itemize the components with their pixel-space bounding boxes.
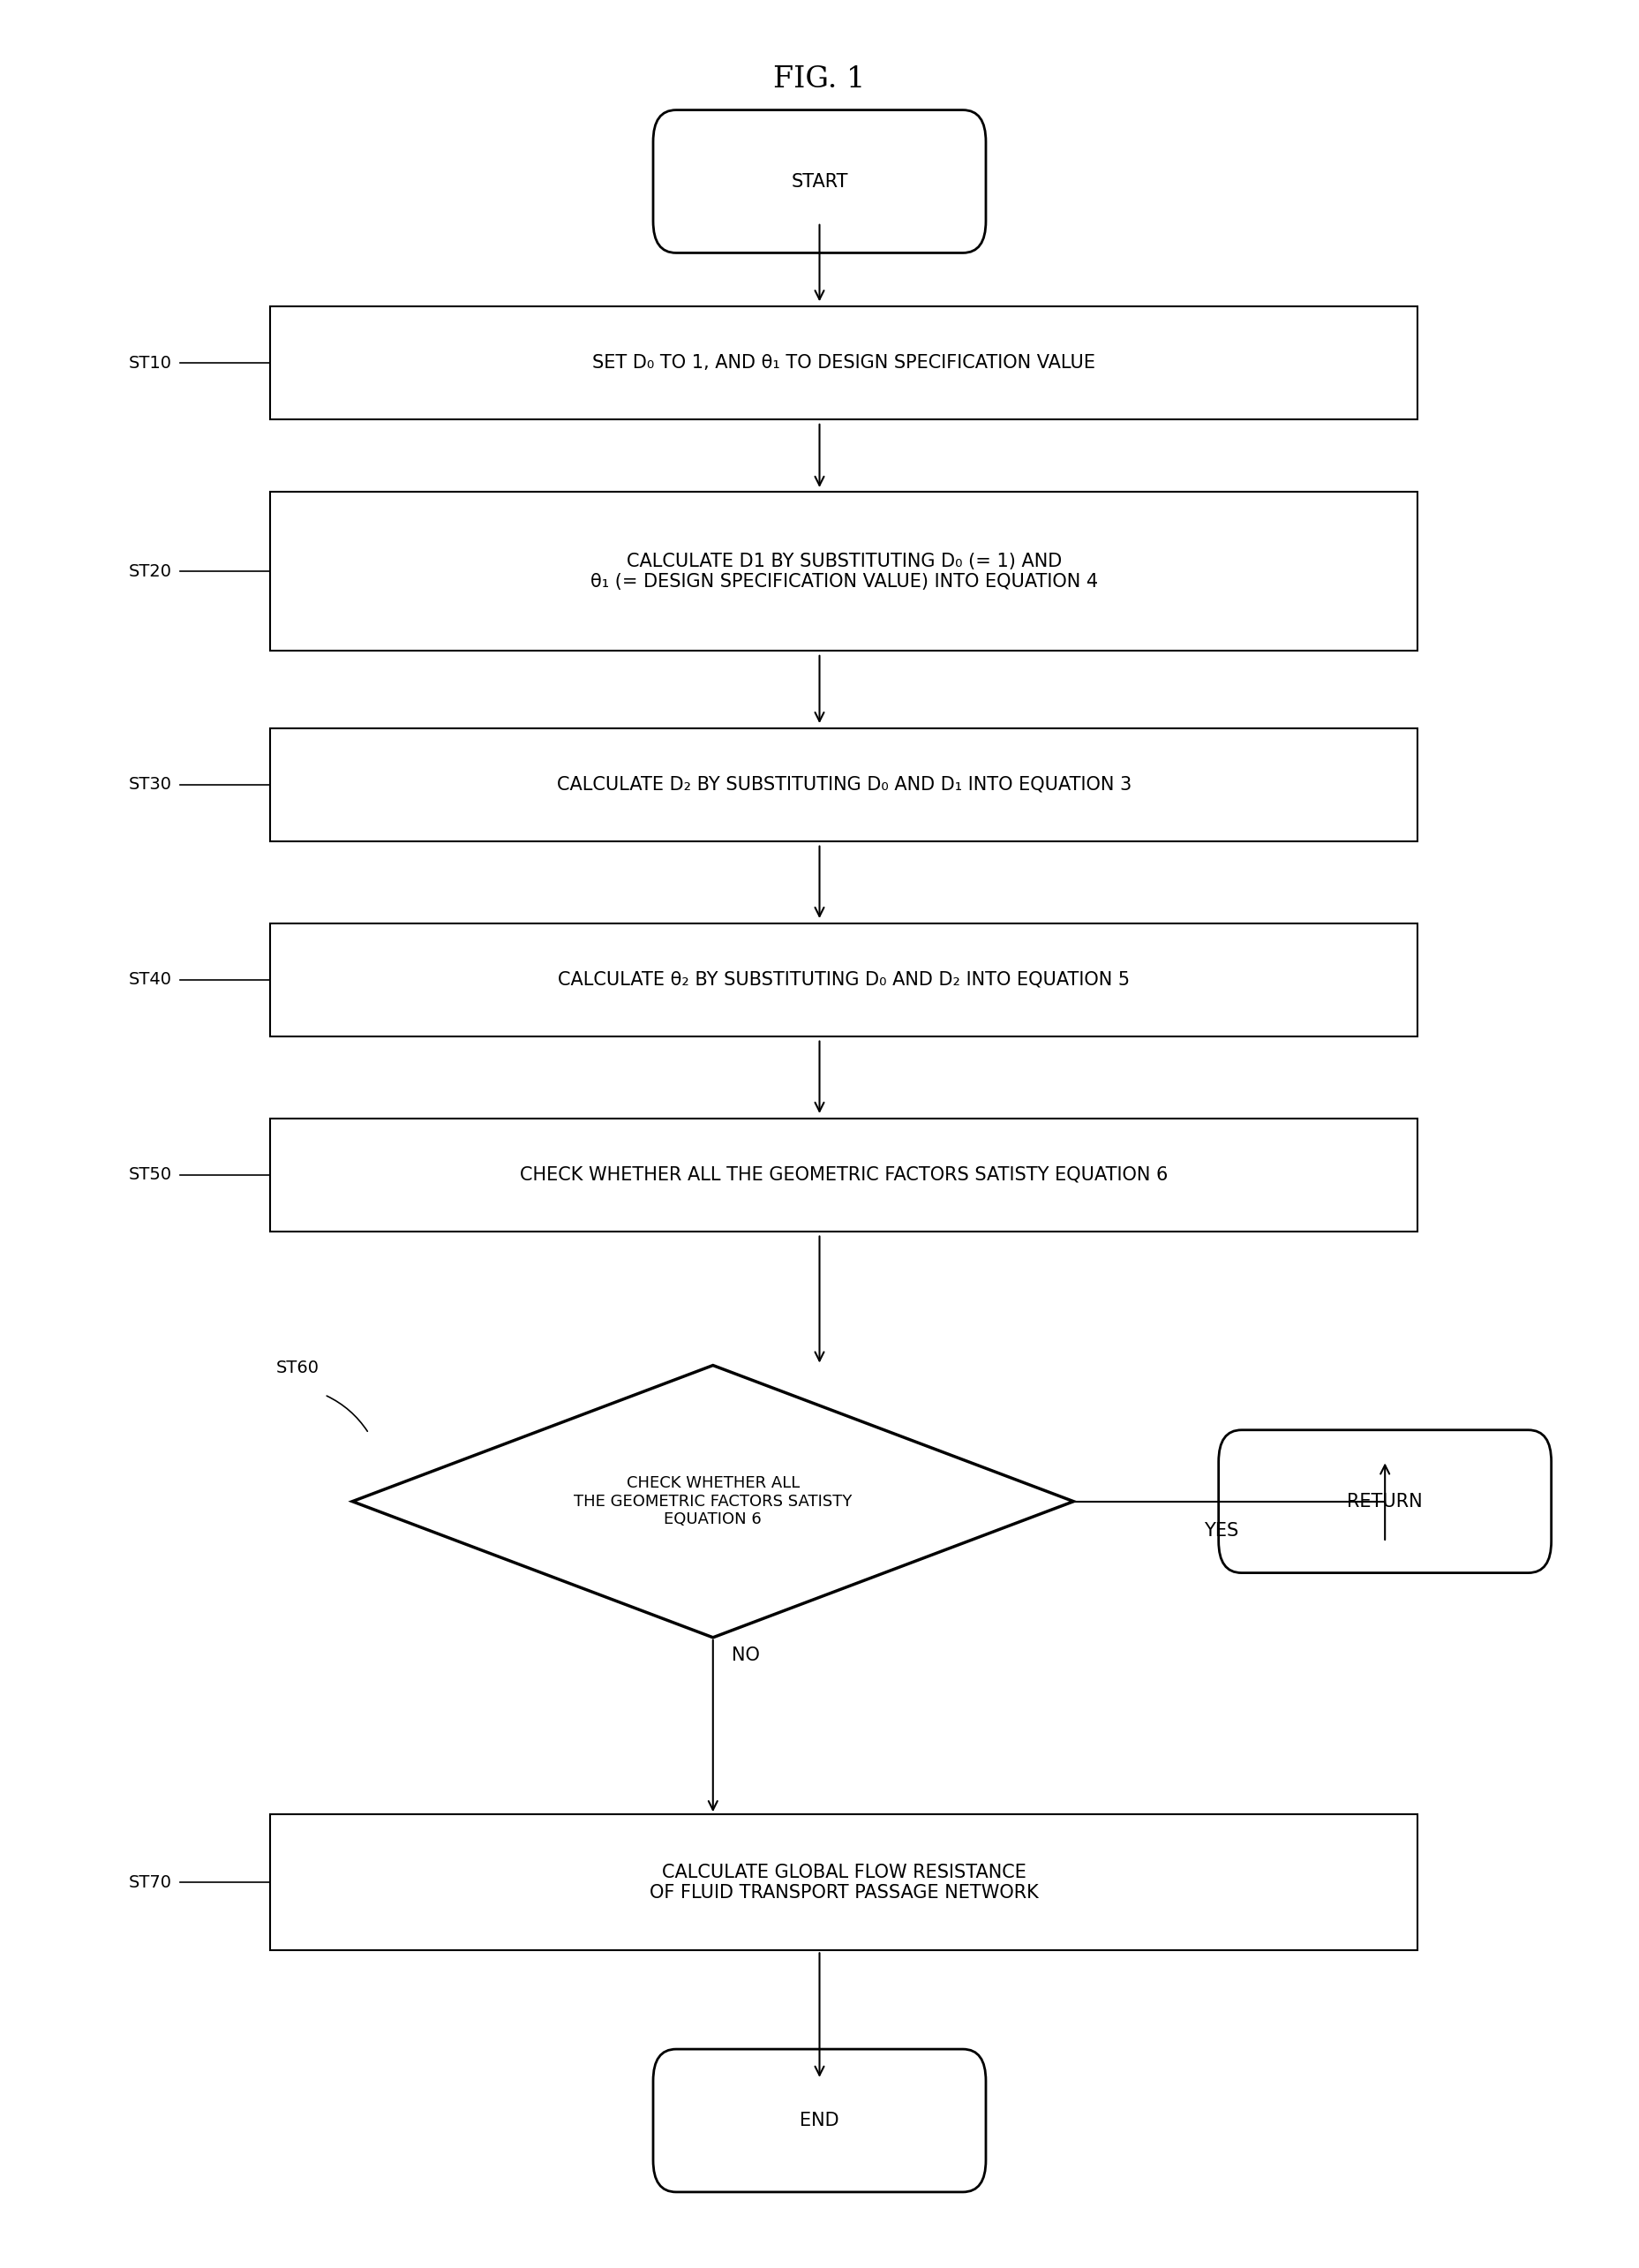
Bar	[270, 492, 1418, 651]
FancyBboxPatch shape	[1218, 1431, 1550, 1574]
Text: CHECK WHETHER ALL THE GEOMETRIC FACTORS SATISTY EQUATION 6: CHECK WHETHER ALL THE GEOMETRIC FACTORS …	[520, 1166, 1169, 1184]
Text: CALCULATE D1 BY SUBSTITUTING D₀ (= 1) AND
θ₁ (= DESIGN SPECIFICATION VALUE) INTO: CALCULATE D1 BY SUBSTITUTING D₀ (= 1) AN…	[590, 553, 1098, 590]
Text: ST60: ST60	[277, 1361, 320, 1377]
Text: ST50: ST50	[129, 1166, 172, 1184]
Bar	[270, 306, 1418, 420]
Text: CHECK WHETHER ALL
THE GEOMETRIC FACTORS SATISTY
EQUATION 6: CHECK WHETHER ALL THE GEOMETRIC FACTORS …	[574, 1474, 852, 1529]
Text: FIG. 1: FIG. 1	[774, 66, 865, 93]
Text: CALCULATE D₂ BY SUBSTITUTING D₀ AND D₁ INTO EQUATION 3: CALCULATE D₂ BY SUBSTITUTING D₀ AND D₁ I…	[557, 776, 1131, 794]
Text: RETURN: RETURN	[1347, 1492, 1423, 1510]
Bar	[270, 728, 1418, 841]
Text: END: END	[800, 2112, 839, 2130]
Bar	[270, 923, 1418, 1036]
Text: CALCULATE θ₂ BY SUBSTITUTING D₀ AND D₂ INTO EQUATION 5: CALCULATE θ₂ BY SUBSTITUTING D₀ AND D₂ I…	[557, 971, 1131, 989]
Text: ST20: ST20	[129, 562, 172, 581]
Text: ST70: ST70	[129, 1873, 172, 1892]
Text: ST40: ST40	[129, 971, 172, 989]
FancyBboxPatch shape	[652, 111, 985, 254]
Text: YES: YES	[1203, 1522, 1239, 1540]
Bar	[270, 1814, 1418, 1950]
Text: ST30: ST30	[129, 776, 172, 794]
Bar	[270, 1118, 1418, 1232]
Text: SET D₀ TO 1, AND θ₁ TO DESIGN SPECIFICATION VALUE: SET D₀ TO 1, AND θ₁ TO DESIGN SPECIFICAT…	[593, 354, 1095, 372]
Text: START: START	[792, 172, 847, 191]
Text: ST10: ST10	[129, 354, 172, 372]
Text: NO: NO	[731, 1647, 760, 1665]
Polygon shape	[352, 1365, 1074, 1637]
FancyBboxPatch shape	[652, 2050, 985, 2191]
Text: CALCULATE GLOBAL FLOW RESISTANCE
OF FLUID TRANSPORT PASSAGE NETWORK: CALCULATE GLOBAL FLOW RESISTANCE OF FLUI…	[649, 1864, 1039, 1901]
